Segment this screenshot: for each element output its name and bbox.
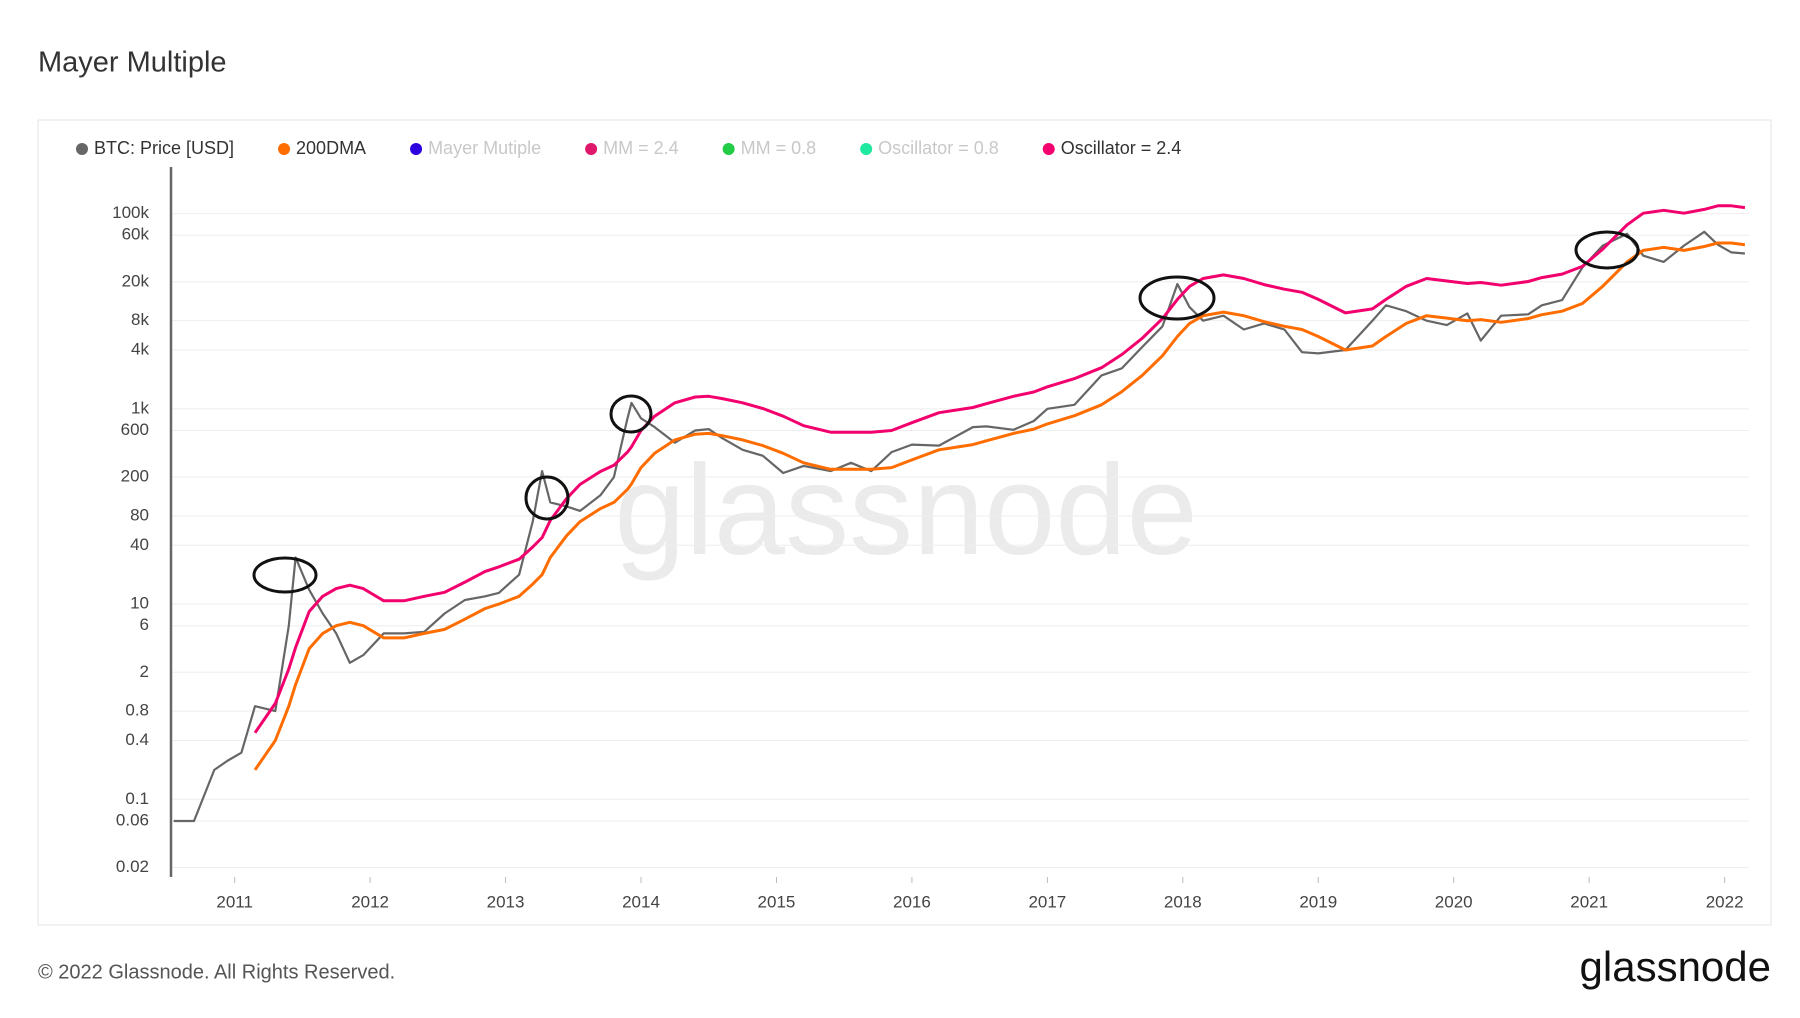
peak-circle bbox=[609, 394, 653, 434]
series-line bbox=[173, 230, 1745, 823]
series-line bbox=[253, 204, 1746, 734]
x-tick-label: 2020 bbox=[1435, 892, 1473, 911]
x-tick-label: 2013 bbox=[487, 892, 525, 911]
legend-marker bbox=[585, 143, 598, 155]
annotations bbox=[252, 230, 1640, 594]
legend-item[interactable]: MM = 2.4 bbox=[585, 138, 679, 158]
legend-label: BTC: Price [USD] bbox=[94, 138, 234, 158]
x-tick-label: 2015 bbox=[758, 892, 796, 911]
y-tick-label: 60k bbox=[122, 225, 150, 244]
legend-label: MM = 2.4 bbox=[603, 138, 679, 158]
y-tick-label: 200 bbox=[121, 467, 149, 486]
y-tick-label: 10 bbox=[130, 594, 149, 613]
x-tick-label: 2021 bbox=[1570, 892, 1608, 911]
legend-marker bbox=[278, 143, 291, 155]
legend-item[interactable]: BTC: Price [USD] bbox=[76, 138, 234, 158]
legend-label: 200DMA bbox=[296, 138, 366, 158]
y-tick-label: 4k bbox=[131, 340, 149, 359]
watermark: glassnode bbox=[614, 439, 1198, 582]
y-tick-label: 100k bbox=[112, 203, 149, 222]
y-tick-label: 2 bbox=[140, 662, 149, 681]
legend-marker bbox=[722, 143, 735, 155]
legend-label: Oscillator = 2.4 bbox=[1061, 138, 1182, 158]
y-tick-label: 40 bbox=[130, 535, 149, 554]
x-tick-label: 2022 bbox=[1706, 892, 1744, 911]
legend-label: Oscillator = 0.8 bbox=[878, 138, 999, 158]
x-tick-label: 2011 bbox=[216, 892, 253, 911]
legend-label: MM = 0.8 bbox=[741, 138, 817, 158]
legend-marker bbox=[860, 143, 873, 155]
lines bbox=[173, 204, 1746, 823]
y-tick-label: 20k bbox=[122, 271, 150, 290]
peak-circle bbox=[1574, 230, 1640, 270]
peak-circle bbox=[524, 475, 570, 521]
legend-label: Mayer Mutiple bbox=[428, 138, 541, 158]
copyright: © 2022 Glassnode. All Rights Reserved. bbox=[38, 961, 395, 983]
y-tick-label: 80 bbox=[130, 505, 149, 524]
series-line bbox=[253, 241, 1746, 771]
legend-item[interactable]: Oscillator = 2.4 bbox=[1042, 138, 1182, 158]
y-tick-label: 0.06 bbox=[116, 810, 149, 829]
legend-marker bbox=[1042, 143, 1055, 155]
peak-circle bbox=[252, 556, 318, 594]
legend-marker bbox=[410, 143, 423, 155]
y-tick-label: 600 bbox=[121, 420, 149, 439]
legend-item[interactable]: MM = 0.8 bbox=[722, 138, 817, 158]
x-tick-label: 2019 bbox=[1299, 892, 1337, 911]
y-tick-label: 6 bbox=[140, 615, 149, 634]
x-tick-label: 2014 bbox=[622, 892, 660, 911]
x-tick-label: 2012 bbox=[351, 892, 389, 911]
legend-item[interactable]: 200DMA bbox=[278, 138, 366, 158]
x-tick-label: 2016 bbox=[893, 892, 931, 911]
grid: 0.02 0.06 0.1 0.4 0.8 2 6 10 40 80 200 600 1k 4k 8k 20k… bbox=[112, 167, 1749, 911]
chart-title: Mayer Multiple bbox=[38, 47, 227, 79]
x-tick-label: 2018 bbox=[1164, 892, 1202, 911]
y-tick-label: 1k bbox=[131, 398, 149, 417]
y-tick-label: 8k bbox=[131, 310, 149, 329]
legend-item[interactable]: Oscillator = 0.8 bbox=[860, 138, 999, 158]
brand-logo: glassnode bbox=[1580, 943, 1771, 990]
x-tick-label: 2017 bbox=[1028, 892, 1066, 911]
peak-circle bbox=[1138, 275, 1216, 321]
legend-marker bbox=[76, 143, 88, 155]
chart-frame bbox=[37, 119, 1772, 926]
y-tick-label: 0.1 bbox=[125, 789, 149, 808]
y-tick-label: 0.8 bbox=[125, 701, 149, 720]
y-tick-label: 0.4 bbox=[125, 730, 149, 749]
y-tick-label: 0.02 bbox=[116, 857, 149, 876]
legend-item[interactable]: Mayer Mutiple bbox=[410, 138, 541, 158]
